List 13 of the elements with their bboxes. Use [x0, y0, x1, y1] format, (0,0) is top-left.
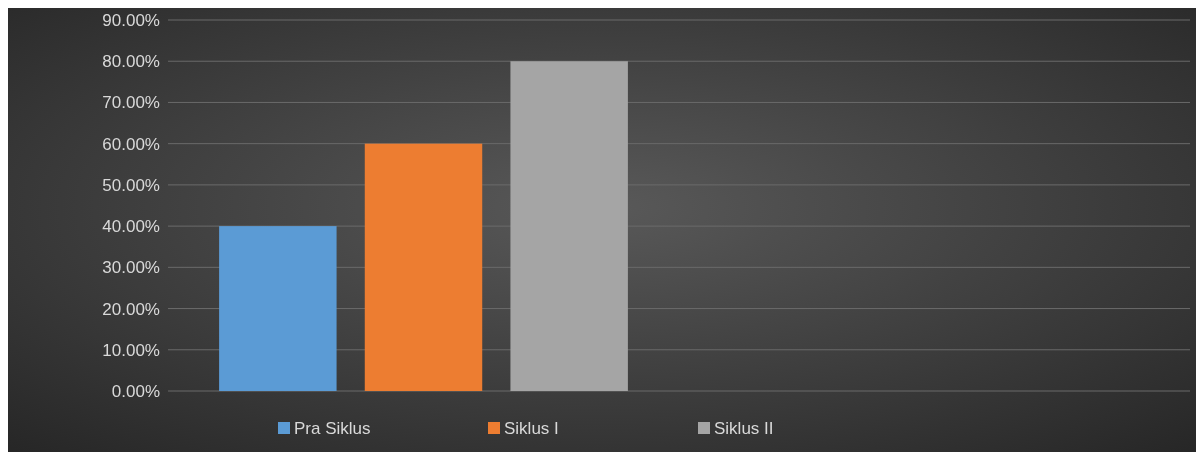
- y-tick-label: 50.00%: [102, 175, 160, 195]
- y-tick-label: 10.00%: [102, 340, 160, 360]
- legend-label: Pra Siklus: [294, 418, 371, 438]
- y-tick-label: 0.00%: [111, 381, 160, 401]
- legend-label: Siklus II: [714, 418, 774, 438]
- y-tick-label: 20.00%: [102, 299, 160, 319]
- y-tick-label: 90.00%: [102, 10, 160, 30]
- y-tick-label: 30.00%: [102, 258, 160, 278]
- y-tick-label: 80.00%: [102, 52, 160, 72]
- y-tick-label: 60.00%: [102, 134, 160, 154]
- legend-label: Siklus I: [504, 418, 559, 438]
- y-tick-label: 40.00%: [102, 217, 160, 237]
- y-tick-label: 70.00%: [102, 93, 160, 113]
